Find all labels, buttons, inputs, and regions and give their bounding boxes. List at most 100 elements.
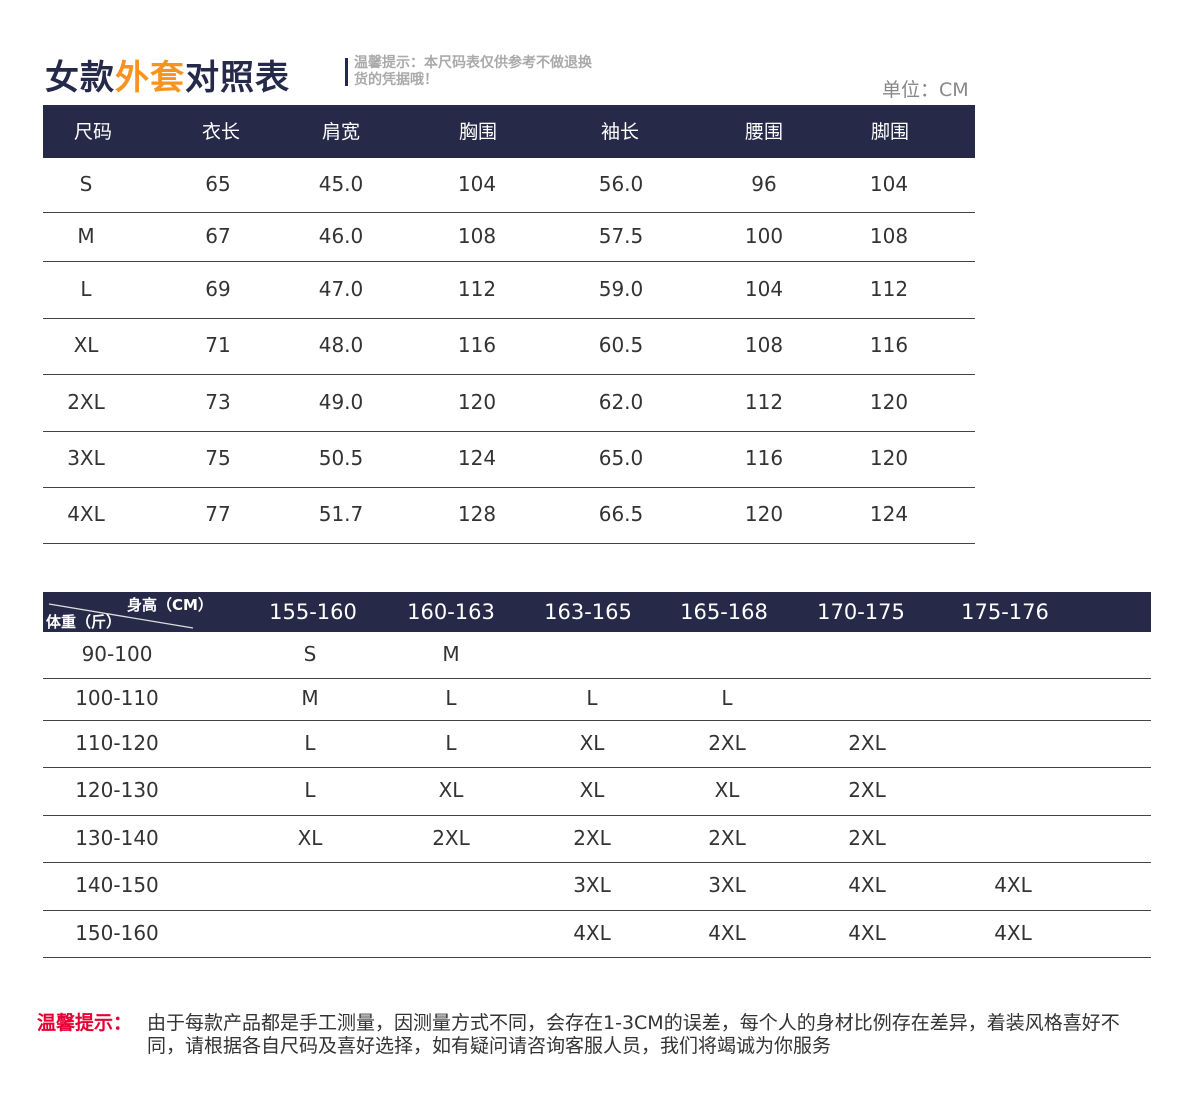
table-cell: 2XL (708, 730, 746, 755)
table-cell: M (301, 686, 319, 710)
reference-tip: 温馨提示：本尺码表仅供参考不做退换货的凭据哦！ (354, 55, 592, 88)
table-cell: 47.0 (318, 276, 364, 301)
table-cell: 108 (869, 223, 909, 248)
table-cell: 65 (205, 172, 231, 196)
table-cell: 46.0 (318, 223, 364, 248)
header-cell: 肩宽 (321, 121, 361, 143)
table-cell: 45.0 (318, 172, 364, 196)
table-cell: L (304, 730, 316, 755)
table-cell: 2XL (573, 825, 611, 850)
table-cell: M (77, 223, 95, 248)
table-cell: 110-120 (75, 730, 159, 755)
table-cell: 4XL (708, 920, 746, 945)
table-cell: 90-100 (81, 642, 153, 666)
table-cell: 75 (205, 446, 231, 470)
table-cell: 57.5 (598, 223, 644, 248)
table-cell: 2XL (848, 730, 886, 755)
table-cell: 100-110 (75, 686, 159, 710)
table-cell: M (442, 642, 460, 666)
table-cell: 2XL (848, 778, 886, 802)
header-cell: 腰围 (744, 121, 784, 143)
table-cell: 67 (205, 223, 231, 248)
table-cell: 2XL (67, 389, 105, 414)
table-cell: 140-150 (75, 873, 159, 897)
table-cell: 130-140 (75, 825, 159, 850)
table-cell: 124 (869, 502, 909, 526)
table-cell: 2XL (432, 825, 470, 850)
table-cell: 4XL (994, 873, 1032, 897)
table-row: L 69 47.0 112 59.0 104 112 (43, 261, 975, 319)
table-cell: 120 (869, 446, 909, 470)
header-cell: 尺码 (73, 121, 113, 143)
table-cell: 4XL (848, 920, 886, 945)
table-cell: XL (73, 333, 99, 357)
table-cell: 112 (457, 276, 497, 301)
table-cell: L (445, 686, 457, 710)
table-cell: 100 (744, 223, 784, 248)
table-cell: XL (297, 825, 323, 850)
table-cell: 120 (869, 389, 909, 414)
unit-label: 单位：CM (882, 79, 969, 101)
header-cell: 165-168 (680, 600, 768, 624)
table-cell: 65.0 (598, 446, 644, 470)
table-cell: 128 (457, 502, 497, 526)
table-cell: 4XL (848, 873, 886, 897)
note: 温馨提示： 由于每款产品都是手工测量，因测量方式不同，会存在1-3CM的误差，每… (37, 1012, 1157, 1057)
table-cell: 3XL (67, 446, 105, 470)
title-highlight: 外套 (115, 58, 185, 98)
header-cell: 衣长 (201, 121, 241, 143)
header-cell: 160-163 (407, 600, 495, 624)
table-cell: L (304, 778, 316, 802)
table-cell: 59.0 (598, 276, 644, 301)
header-cell: 155-160 (269, 600, 357, 624)
table-row: S 65 45.0 104 56.0 96 104 (43, 158, 975, 213)
table-cell: 120-130 (75, 778, 159, 802)
table-cell: 104 (869, 172, 909, 196)
table-row: 120-130 L XL XL XL 2XL (43, 767, 1151, 816)
note-label: 温馨提示： (37, 1012, 133, 1034)
table-cell: 124 (457, 446, 497, 470)
table-cell: XL (714, 778, 740, 802)
table-cell: 62.0 (598, 389, 644, 414)
table-cell: 2XL (848, 825, 886, 850)
table-cell: 66.5 (598, 502, 644, 526)
table-cell: 2XL (708, 825, 746, 850)
size-table-header: 尺码 衣长 肩宽 胸围 袖长 腰围 脚围 (43, 105, 975, 158)
table-cell: 49.0 (318, 389, 364, 414)
table-cell: 120 (457, 389, 497, 414)
table-cell: 108 (744, 333, 784, 357)
header-cell: 163-165 (544, 600, 632, 624)
table-cell: 3XL (708, 873, 746, 897)
table-cell: 3XL (573, 873, 611, 897)
table-cell: 50.5 (318, 446, 364, 470)
table-cell: L (586, 686, 598, 710)
table-row: 100-110 M L L L (43, 678, 1151, 721)
header-cell: 胸围 (458, 121, 498, 143)
note-text: 由于每款产品都是手工测量，因测量方式不同，会存在1-3CM的误差，每个人的身材比… (147, 1012, 1120, 1057)
table-cell: L (80, 276, 92, 301)
table-cell: 120 (744, 502, 784, 526)
table-cell: XL (579, 778, 605, 802)
table-cell: 69 (205, 276, 231, 301)
table-cell: S (303, 642, 317, 666)
table-row: 150-160 4XL 4XL 4XL 4XL (43, 910, 1151, 958)
table-cell: 104 (744, 276, 784, 301)
table-cell: XL (579, 730, 605, 755)
corner-weight-label: 体重（斤） (46, 613, 122, 631)
table-cell: 71 (205, 333, 231, 357)
table-cell: 96 (751, 172, 777, 196)
title-part: 对照表 (185, 58, 290, 98)
table-cell: 60.5 (598, 333, 644, 357)
table-row: 90-100 S M (43, 632, 1151, 679)
table-cell: 112 (744, 389, 784, 414)
title-part: 女款 (45, 58, 115, 98)
header-cell: 脚围 (870, 121, 910, 143)
table-cell: 77 (205, 502, 231, 526)
table-row: M 67 46.0 108 57.5 100 108 (43, 212, 975, 262)
diagonal-divider (48, 603, 194, 629)
table-row: 4XL 77 51.7 128 66.5 120 124 (43, 487, 975, 544)
table-cell: 51.7 (318, 502, 364, 526)
table-row: 3XL 75 50.5 124 65.0 116 120 (43, 431, 975, 488)
table-cell: L (721, 686, 733, 710)
table-cell: 112 (869, 276, 909, 301)
